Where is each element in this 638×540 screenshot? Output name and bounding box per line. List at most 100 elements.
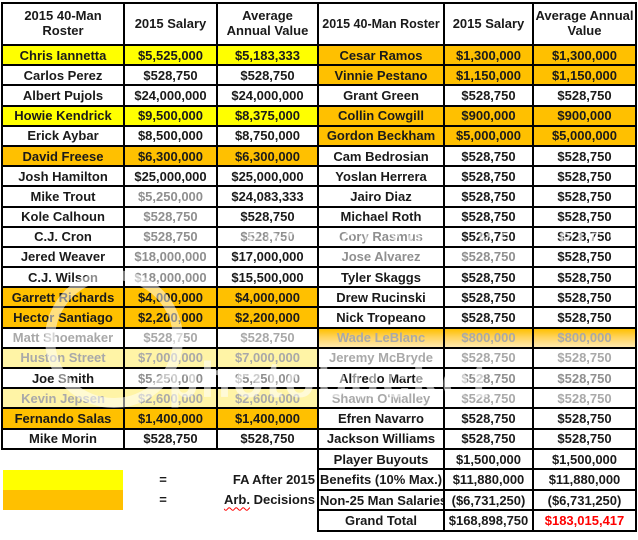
salary-cell: $528,750 — [123, 427, 218, 450]
salary-cell: $6,300,000 — [123, 144, 218, 168]
table-row: Mike Morin $528,750 $528,750 Jackson Wil… — [1, 427, 637, 450]
player-name-cell: C.J. Cron — [1, 225, 125, 248]
grand-total-aav: $183,015,417 — [532, 509, 637, 532]
aav-cell: $528,750 — [532, 286, 637, 309]
salary-cell: $18,000,000 — [123, 245, 218, 269]
aav-cell: $15,500,000 — [216, 266, 319, 289]
grand-total-salary: $168,898,750 — [443, 509, 534, 532]
header-cell-salary-right: 2015 Salary — [443, 2, 534, 46]
player-name-cell: Albert Pujols — [1, 84, 125, 107]
salary-cell: $528,750 — [443, 306, 534, 329]
summary-label-cell: Non-25 Man Salaries — [317, 488, 445, 512]
aav-cell: $5,183,333 — [216, 43, 319, 67]
salary-cell: $528,750 — [123, 225, 218, 248]
aav-cell: $528,750 — [532, 185, 637, 208]
player-name-cell: Gordon Beckham — [317, 124, 445, 147]
aav-cell: $8,375,000 — [216, 104, 319, 127]
aav-cell: $528,750 — [532, 266, 637, 289]
aav-cell: $2,200,000 — [216, 306, 319, 329]
table-row: Albert Pujols $24,000,000 $24,000,000 Gr… — [1, 84, 637, 107]
summary-salary-cell: ($6,731,250) — [443, 488, 534, 512]
table-row: Fernando Salas $1,400,000 $1,400,000 Efr… — [1, 407, 637, 430]
aav-cell: $17,000,000 — [216, 245, 319, 269]
salary-cell: $528,750 — [443, 266, 534, 289]
aav-cell: $528,750 — [532, 205, 637, 228]
salary-cell: $528,750 — [443, 245, 534, 269]
aav-cell: $528,750 — [532, 144, 637, 168]
aav-cell: $800,000 — [532, 326, 637, 349]
aav-cell: $528,750 — [532, 84, 637, 107]
player-name-cell: David Freese — [1, 144, 125, 168]
summary-aav-cell: ($6,731,250) — [532, 488, 637, 512]
aav-cell: $1,300,000 — [532, 43, 637, 67]
player-name-cell: Mike Morin — [1, 427, 125, 450]
player-name-cell: Grant Green — [317, 84, 445, 107]
legend-swatch-orange — [3, 489, 123, 510]
salary-cell: $18,000,000 — [123, 266, 218, 289]
table-row: Kole Calhoun $528,750 $528,750 Michael R… — [1, 205, 637, 228]
salary-cell: $1,400,000 — [123, 407, 218, 430]
legend-area: = FA After 2015 = Arb. Decisions — [2, 448, 318, 531]
player-name-cell: Chris Iannetta — [1, 43, 125, 67]
table-row: Kevin Jepsen $2,600,000 $2,600,000 Shawn… — [1, 387, 637, 410]
table-row: C.J. Cron $528,750 $528,750 Cory Rasmus … — [1, 225, 637, 248]
aav-cell: $528,750 — [532, 407, 637, 430]
legend-label: Arb. Decisions — [223, 492, 315, 508]
aav-cell: $2,600,000 — [216, 387, 319, 410]
summary-label-cell: Benefits (10% Max.) — [317, 468, 445, 491]
player-name-cell: Drew Rucinski — [317, 286, 445, 309]
summary-salary-cell: $1,500,000 — [443, 447, 534, 471]
player-name-cell: Tyler Skaggs — [317, 266, 445, 289]
header-cell-roster-left: 2015 40-Man Roster — [1, 2, 125, 46]
salary-cell: $4,000,000 — [123, 286, 218, 309]
table-row: Jered Weaver $18,000,000 $17,000,000 Jos… — [1, 245, 637, 269]
aav-cell: $528,750 — [216, 64, 319, 87]
legend-item-fa: = FA After 2015 — [3, 469, 318, 490]
player-name-cell: Jeremy McBryde — [317, 346, 445, 370]
salary-cell: $528,750 — [443, 346, 534, 370]
player-name-cell: Jered Weaver — [1, 245, 125, 269]
grand-total-row: Grand Total $168,898,750 $183,015,417 — [2, 509, 637, 532]
aav-cell: $7,000,000 — [216, 346, 319, 370]
aav-cell: $1,400,000 — [216, 407, 319, 430]
salary-cell: $8,500,000 — [123, 124, 218, 147]
salary-cell: $1,300,000 — [443, 43, 534, 67]
player-name-cell: Michael Roth — [317, 205, 445, 228]
legend-item-arb: = Arb. Decisions — [3, 489, 318, 510]
player-name-cell: Erick Aybar — [1, 124, 125, 147]
player-name-cell: Huston Street — [1, 346, 125, 370]
player-name-cell: Shawn O'Malley — [317, 387, 445, 410]
salary-cell: $5,525,000 — [123, 43, 218, 67]
salary-cell: $800,000 — [443, 326, 534, 349]
salary-cell: $528,750 — [443, 387, 534, 410]
salary-cell: $24,000,000 — [123, 84, 218, 107]
salary-cell: $528,750 — [123, 205, 218, 228]
player-name-cell: Alfredo Marte — [317, 366, 445, 390]
salary-cell: $25,000,000 — [123, 165, 218, 188]
aav-cell: $6,300,000 — [216, 144, 319, 168]
summary-row: = FA After 2015 = Arb. Decisions Player … — [2, 447, 637, 531]
table-row: Chris Iannetta $5,525,000 $5,183,333 Ces… — [1, 43, 637, 67]
aav-cell: $528,750 — [532, 225, 637, 248]
salary-cell: $528,750 — [443, 366, 534, 390]
aav-cell: $528,750 — [532, 346, 637, 370]
player-name-cell: Vinnie Pestano — [317, 64, 445, 87]
legend-label: FA After 2015 — [232, 472, 315, 488]
table-row: David Freese $6,300,000 $6,300,000 Cam B… — [1, 144, 637, 168]
aav-cell: $528,750 — [532, 366, 637, 390]
header-cell-salary-left: 2015 Salary — [123, 2, 218, 46]
aav-cell: $528,750 — [216, 225, 319, 248]
table-row: C.J. Wilson $18,000,000 $15,500,000 Tyle… — [1, 266, 637, 289]
salary-cell: $2,200,000 — [123, 306, 218, 329]
player-name-cell: Jairo Diaz — [317, 185, 445, 208]
aav-cell: $528,750 — [532, 165, 637, 188]
aav-cell: $24,083,333 — [216, 185, 319, 208]
table-row: Huston Street $7,000,000 $7,000,000 Jere… — [1, 346, 637, 370]
table-row: Howie Kendrick $9,500,000 $8,375,000 Col… — [1, 104, 637, 127]
table-row: Joe Smith $5,250,000 $5,250,000 Alfredo … — [1, 366, 637, 390]
table-row: Josh Hamilton $25,000,000 $25,000,000 Yo… — [1, 165, 637, 188]
salary-cell: $528,750 — [443, 407, 534, 430]
summary-row: Non-25 Man Salaries ($6,731,250) ($6,731… — [2, 488, 637, 512]
salary-cell: $9,500,000 — [123, 104, 218, 127]
